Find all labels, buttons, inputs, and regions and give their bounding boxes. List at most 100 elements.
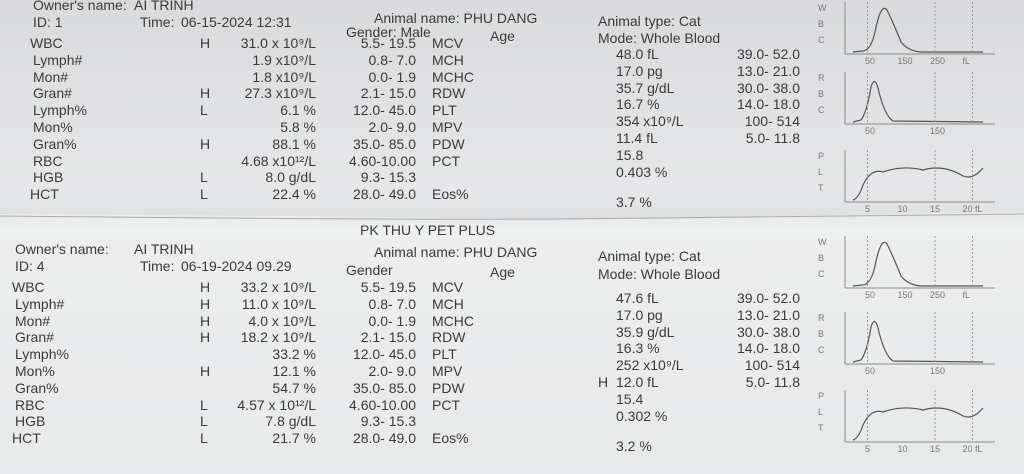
ref-range: 0.8- 7.0	[368, 51, 416, 68]
flag: H	[200, 85, 211, 102]
axis-letter: W	[818, 3, 827, 13]
param-name: Eos%	[432, 186, 469, 203]
param-value: 1.8 x10⁹/L	[252, 68, 316, 85]
param-name: MCH	[432, 295, 464, 312]
axis-tick: 150	[930, 366, 946, 376]
param-name: MPV	[432, 363, 463, 379]
owner-label: Owner's name:	[33, 0, 127, 13]
ref-range: 39.0- 52.0	[736, 46, 800, 62]
axis-letter: P	[818, 391, 825, 401]
param-value: 15.4	[616, 390, 644, 407]
mode: Mode: Whole Blood	[598, 30, 721, 46]
param-value: 3.7 %	[616, 194, 652, 211]
param-name: Mon%	[15, 363, 55, 379]
param-name: Gran#	[15, 329, 54, 346]
axis-tick: 250	[930, 56, 946, 66]
axis-letter: T	[818, 423, 824, 433]
param-value: 0.302 %	[616, 407, 668, 424]
param-name: Lymph#	[15, 295, 65, 312]
param-value: 1.9 x10⁹/L	[252, 51, 316, 68]
axis-tick: 50	[865, 126, 876, 136]
ref-range: 28.0- 49.0	[352, 430, 416, 447]
ref-range: 13.0- 21.0	[736, 62, 800, 79]
param-value: 7.8 g/dL	[265, 413, 316, 430]
axis-tick: fL	[962, 56, 971, 66]
time-label: Time:	[140, 14, 175, 30]
clinic-name: PK THU Y PET PLUS	[360, 222, 496, 238]
axis-letter: B	[818, 19, 825, 29]
time-value: 06-15-2024 12:31	[181, 14, 292, 30]
gender: Gender	[346, 262, 393, 278]
ref-range: 4.60-10.00	[349, 396, 416, 413]
param-value: 11.4 fL	[616, 130, 658, 146]
flag: H	[200, 329, 211, 346]
age: Age	[490, 28, 515, 44]
param-value: 15.8	[616, 146, 644, 163]
flag: H	[200, 135, 211, 152]
axis-tick: fL	[962, 290, 971, 300]
param-value: 0.403 %	[616, 163, 668, 180]
flag: L	[200, 430, 208, 447]
ref-range: 4.60-10.00	[349, 152, 416, 169]
param-name: MCV	[432, 279, 464, 295]
axis-tick: 20 fL	[962, 444, 983, 454]
axis-tick: 150	[897, 290, 913, 300]
gender: Gender: Male	[346, 24, 431, 40]
param-value: 17.0 pg	[616, 62, 663, 79]
ref-range: 0.0- 1.9	[368, 68, 416, 85]
axis-letter: C	[818, 345, 825, 355]
param-value: 18.2 x 10⁹/L	[240, 329, 316, 346]
axis-letter: W	[818, 237, 827, 247]
axis-tick: 10	[897, 204, 908, 214]
axis-tick: 10	[897, 444, 908, 454]
param-name: HCT	[12, 430, 41, 447]
ref-range: 28.0- 49.0	[352, 186, 416, 203]
ref-range: 12.0- 45.0	[352, 346, 416, 363]
axis-letter: B	[818, 329, 825, 339]
param-value: 8.0 g/dL	[265, 169, 316, 186]
param-name: RBC	[15, 396, 45, 413]
param-name: RDW	[432, 85, 466, 102]
histogram-line	[852, 7, 983, 53]
owner-label: Owner's name:	[15, 241, 109, 257]
axis-tick: 150	[930, 126, 946, 136]
param-name: PLT	[432, 102, 457, 119]
param-value: 252 x10⁹/L	[616, 357, 684, 374]
histogram-line	[852, 321, 984, 363]
param-value: 3.2 %	[616, 438, 652, 455]
param-name: PDW	[432, 379, 465, 396]
ref-range: 9.3- 15.3	[360, 169, 416, 186]
axis-letter: B	[818, 253, 825, 263]
flag: L	[200, 413, 208, 430]
param-name: HGB	[33, 169, 64, 186]
ref-range: 0.0- 1.9	[368, 312, 416, 329]
param-value: 12.1 %	[272, 363, 316, 379]
param-name: Mon#	[15, 312, 51, 329]
axis-letter: L	[818, 407, 824, 417]
axis-tick: 20 fL	[962, 204, 983, 214]
axis-letter: C	[818, 269, 825, 279]
ref-range: 9.3- 15.3	[360, 413, 416, 430]
param-value: 27.3 x10⁹/L	[244, 85, 316, 102]
ref-range: 2.0- 9.0	[368, 119, 416, 135]
param-value: 54.7 %	[272, 379, 316, 396]
ref-range: 2.1- 15.0	[360, 85, 416, 102]
param-name: Mon%	[33, 119, 73, 135]
flag: H	[200, 35, 211, 51]
param-value: 35.9 g/dL	[616, 323, 675, 340]
flag: L	[200, 169, 208, 186]
param-name: Lymph#	[33, 51, 83, 68]
axis-letter: C	[818, 105, 825, 115]
param-value: 35.7 g/dL	[616, 79, 675, 96]
flag: L	[200, 396, 208, 413]
owner-name: AI TRINH	[134, 0, 194, 13]
patient-id: ID: 1	[33, 14, 63, 30]
param-name: MCH	[432, 51, 464, 68]
ref-range: 12.0- 45.0	[352, 102, 416, 119]
histogram-line	[852, 241, 983, 287]
param-value: 16.7 %	[616, 96, 660, 113]
param-name: PLT	[432, 346, 457, 363]
axis-tick: 5	[865, 444, 871, 454]
axis-tick: 50	[865, 366, 876, 376]
